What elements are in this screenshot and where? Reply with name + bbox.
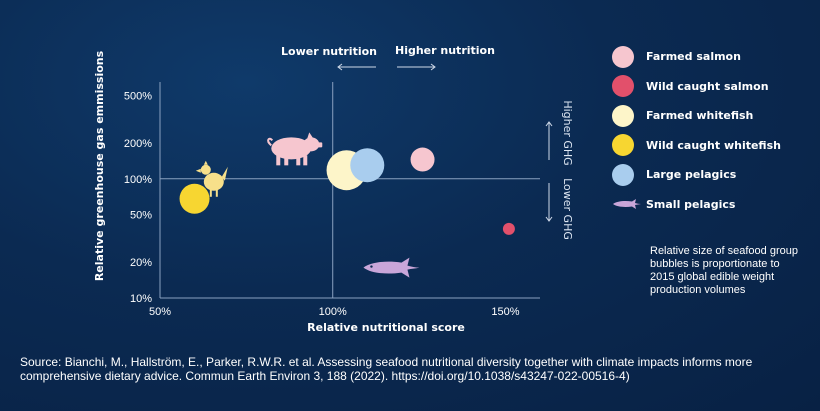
- legend-swatch: [612, 75, 634, 98]
- source-citation: Source: Bianchi, M., Hallström, E., Park…: [20, 355, 753, 383]
- y-tick-label: 500%: [124, 90, 152, 102]
- legend-item: Large pelagics: [612, 160, 812, 190]
- legend-label: Wild caught whitefish: [646, 138, 781, 152]
- illustration-icons: [195, 132, 323, 197]
- y-tick-label: 50%: [130, 210, 152, 222]
- large-pelagics-bubble: [350, 148, 385, 183]
- lower-nutrition-label: Lower nutrition: [281, 45, 377, 58]
- legend-swatch: [612, 163, 634, 186]
- right-arrow-icon: [397, 63, 436, 71]
- legend-label: Wild caught salmon: [646, 79, 769, 93]
- x-axis-title: Relative nutritional score: [307, 321, 465, 334]
- down-arrow-icon: [545, 183, 553, 222]
- data-points: [179, 147, 515, 278]
- x-tick-label: 100%: [319, 306, 347, 318]
- legend-fish-icon: [613, 199, 641, 210]
- legend-swatch: [612, 104, 634, 127]
- y-tick-label: 10%: [130, 293, 152, 305]
- y-axis-ticks: 500% 200% 100% 50% 20% 10%: [124, 90, 152, 305]
- higher-ghg-label: Higher GHG: [561, 100, 574, 165]
- legend-label: Farmed whitefish: [646, 109, 754, 123]
- higher-nutrition-label: Higher nutrition: [395, 44, 495, 57]
- chicken-icon: [195, 160, 228, 197]
- wild-caught-whitefish-bubble: [179, 183, 210, 214]
- legend-label: Small pelagics: [646, 197, 736, 211]
- legend-swatch: [612, 45, 634, 68]
- y-tick-label: 200%: [124, 138, 152, 150]
- small-pelagics-fish-icon: [363, 257, 420, 278]
- y-tick-label: 20%: [130, 257, 152, 269]
- legend-item: Wild caught salmon: [612, 72, 812, 102]
- x-axis-ticks: 50% 100% 150%: [149, 306, 520, 318]
- legend-label: Large pelagics: [646, 168, 737, 182]
- farmed-salmon-bubble: [410, 147, 435, 172]
- left-arrow-icon: [337, 63, 376, 71]
- wild-caught-salmon-bubble: [502, 222, 515, 235]
- x-tick-label: 50%: [149, 306, 171, 318]
- legend-item: Farmed whitefish: [612, 101, 812, 131]
- lower-ghg-label: Lower GHG: [561, 178, 574, 240]
- x-tick-label: 150%: [491, 306, 519, 318]
- legend-label: Farmed salmon: [646, 50, 741, 64]
- legend-item: Small pelagics: [612, 190, 812, 220]
- up-arrow-icon: [545, 121, 553, 160]
- bubble-size-note: Relative size of seafood group bubbles i…: [650, 245, 798, 296]
- legend-swatch: [612, 134, 634, 157]
- legend-item: Farmed salmon: [612, 42, 812, 72]
- legend-item: Wild caught whitefish: [612, 131, 812, 161]
- pig-icon: [267, 132, 323, 166]
- axes: [159, 82, 540, 299]
- y-tick-label: 100%: [124, 174, 152, 186]
- y-axis-title: Relative greenhouse gas emmissions: [93, 50, 106, 281]
- legend: Farmed salmon Wild caught salmon Farmed wh…: [612, 42, 812, 219]
